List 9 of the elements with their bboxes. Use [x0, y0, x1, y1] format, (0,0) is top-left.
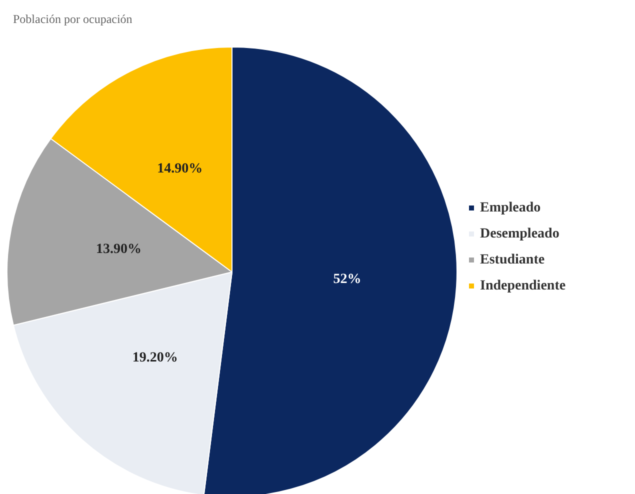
legend-label: Desempleado	[480, 226, 560, 242]
legend-label: Independiente	[480, 278, 566, 294]
legend-label: Empleado	[480, 200, 541, 216]
legend-label: Estudiante	[480, 252, 545, 268]
data-label: 52%	[333, 272, 362, 287]
data-label: 19.20%	[132, 350, 178, 366]
data-label: 14.90%	[157, 161, 203, 176]
chart-title: Población por ocupación	[13, 12, 132, 26]
data-label: 13.90%	[96, 242, 142, 257]
